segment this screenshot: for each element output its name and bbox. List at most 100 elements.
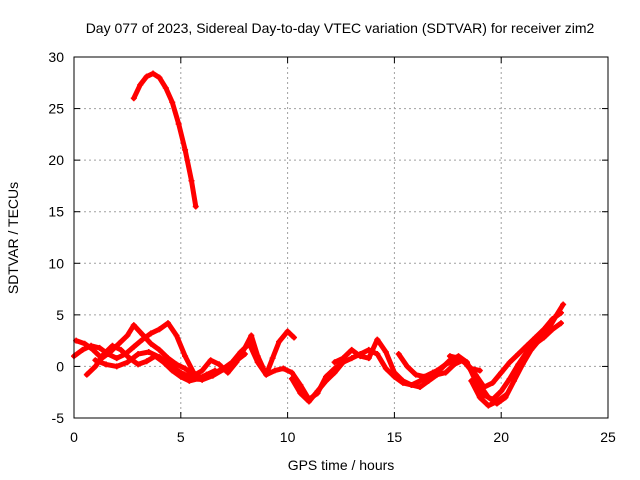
y-tick-label: 25 xyxy=(48,101,64,117)
data-point xyxy=(162,84,169,91)
data-point xyxy=(528,346,535,353)
data-point xyxy=(100,351,107,358)
data-point xyxy=(545,326,552,333)
data-point xyxy=(280,365,287,372)
x-tick-label: 15 xyxy=(387,429,403,445)
data-point xyxy=(468,367,475,374)
data-point xyxy=(81,340,88,347)
y-axis-label: SDTVAR / TECUs xyxy=(5,182,21,294)
data-point xyxy=(558,320,565,327)
data-point xyxy=(271,367,278,374)
data-point xyxy=(446,353,453,360)
data-point xyxy=(92,363,99,370)
data-point xyxy=(79,346,86,353)
data-point xyxy=(323,377,330,384)
data-point xyxy=(536,336,543,343)
axis-ticks: 0 5 10 15 20 25 -5 0 5 10 15 20 25 30 xyxy=(48,49,616,445)
data-point xyxy=(167,362,174,369)
data-point xyxy=(269,355,276,362)
data-point xyxy=(429,369,436,376)
data-point xyxy=(421,373,428,380)
data-point xyxy=(506,359,513,366)
data-point xyxy=(139,331,146,338)
data-point xyxy=(348,346,355,353)
data-point xyxy=(237,348,244,355)
data-point xyxy=(130,95,137,102)
data-point xyxy=(103,361,110,368)
data-point xyxy=(124,359,131,366)
data-point xyxy=(288,375,295,382)
data-point xyxy=(476,381,483,388)
data-point xyxy=(164,355,171,362)
data-point xyxy=(220,365,227,372)
data-point xyxy=(476,367,483,374)
data-point xyxy=(143,358,150,365)
data-point xyxy=(532,334,539,341)
data-point xyxy=(109,342,116,349)
data-point xyxy=(331,369,338,376)
data-point xyxy=(207,357,214,364)
data-point xyxy=(169,99,176,106)
data-point xyxy=(211,369,218,376)
series-layer xyxy=(71,70,567,409)
y-tick-label: 10 xyxy=(48,255,64,271)
series-line xyxy=(212,341,346,402)
data-point xyxy=(143,73,150,80)
data-point xyxy=(139,336,146,343)
data-point xyxy=(523,342,530,349)
data-point xyxy=(190,372,197,379)
data-point xyxy=(130,343,137,350)
data-point xyxy=(224,369,231,376)
data-point xyxy=(246,340,253,347)
data-point xyxy=(156,354,163,361)
series-line xyxy=(131,71,199,210)
data-point xyxy=(150,70,157,77)
data-point xyxy=(391,369,398,376)
data-point xyxy=(182,146,189,153)
data-point xyxy=(229,359,236,366)
data-point xyxy=(135,351,142,358)
data-point xyxy=(476,394,483,401)
data-point xyxy=(188,177,195,184)
data-point xyxy=(284,328,291,335)
x-tick-label: 5 xyxy=(177,429,185,445)
data-point xyxy=(147,340,154,347)
data-point xyxy=(493,398,500,405)
data-point xyxy=(455,355,462,362)
series-arc-7 xyxy=(211,340,347,403)
data-point xyxy=(502,392,509,399)
y-tick-label: 20 xyxy=(48,152,64,168)
data-point xyxy=(408,381,415,388)
data-point xyxy=(164,320,171,327)
data-point xyxy=(374,351,381,358)
x-tick-label: 10 xyxy=(280,429,296,445)
data-point xyxy=(365,355,372,362)
data-point xyxy=(113,355,120,362)
data-point xyxy=(305,398,312,405)
data-point xyxy=(156,74,163,81)
data-point xyxy=(560,301,567,308)
data-point xyxy=(199,367,206,374)
data-point xyxy=(382,365,389,372)
data-point xyxy=(96,344,103,351)
data-point xyxy=(438,365,445,372)
series-arc-12 xyxy=(459,301,567,407)
data-point xyxy=(459,357,466,364)
series-line xyxy=(447,310,564,390)
data-point xyxy=(173,332,180,339)
data-point xyxy=(511,377,518,384)
data-point xyxy=(263,371,270,378)
data-point xyxy=(399,377,406,384)
plot-frame xyxy=(73,56,609,419)
data-point xyxy=(248,332,255,339)
data-point xyxy=(374,336,381,343)
data-point xyxy=(173,361,180,368)
data-point xyxy=(442,369,449,376)
y-tick-label: 30 xyxy=(48,49,64,65)
data-point xyxy=(175,121,182,128)
data-point xyxy=(147,330,154,337)
data-point xyxy=(137,81,144,88)
data-point xyxy=(135,361,142,368)
data-point xyxy=(417,384,424,391)
